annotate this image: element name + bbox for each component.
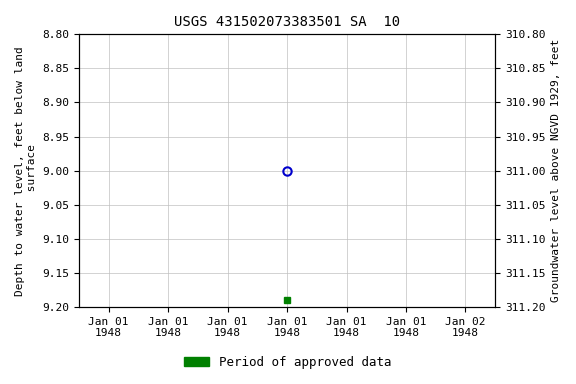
Y-axis label: Groundwater level above NGVD 1929, feet: Groundwater level above NGVD 1929, feet: [551, 39, 561, 302]
Title: USGS 431502073383501 SA  10: USGS 431502073383501 SA 10: [174, 15, 400, 29]
Y-axis label: Depth to water level, feet below land
 surface: Depth to water level, feet below land su…: [15, 46, 37, 296]
Legend: Period of approved data: Period of approved data: [179, 351, 397, 374]
